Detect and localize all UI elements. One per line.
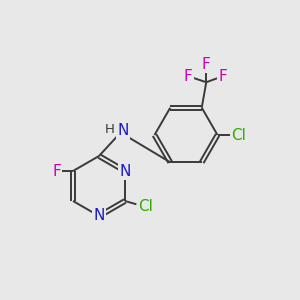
- Text: Cl: Cl: [231, 128, 246, 142]
- Text: F: F: [202, 57, 211, 72]
- Text: F: F: [184, 69, 193, 84]
- Text: Cl: Cl: [138, 199, 153, 214]
- Text: N: N: [93, 208, 105, 224]
- Text: F: F: [52, 164, 61, 178]
- Text: F: F: [218, 69, 227, 84]
- Text: N: N: [117, 123, 129, 138]
- Text: N: N: [119, 164, 131, 178]
- Text: H: H: [104, 123, 114, 136]
